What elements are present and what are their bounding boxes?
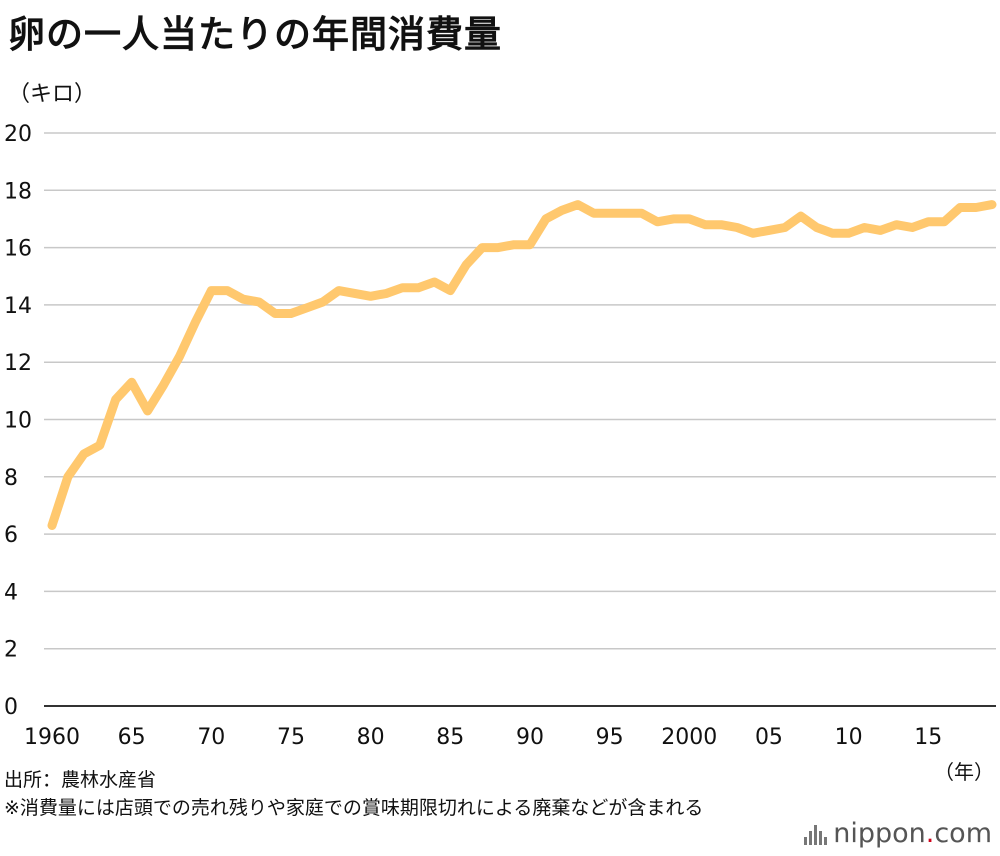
series-group	[47, 200, 997, 530]
y-tick-label-14: 14	[4, 294, 32, 319]
data-point-1966	[147, 410, 149, 412]
x-tick-label-80: 80	[357, 725, 385, 750]
x-tick-label-95: 95	[596, 725, 624, 750]
y-tick-label-10: 10	[4, 409, 32, 434]
data-point-1982	[402, 287, 404, 289]
data-point-2015	[927, 221, 929, 223]
data-point-1987	[481, 247, 483, 249]
x-tick-label-05: 05	[755, 725, 783, 750]
x-tick-label-85: 85	[436, 725, 464, 750]
data-point-2017	[959, 206, 961, 208]
data-point-1978	[338, 290, 340, 292]
y-tick-label-18: 18	[4, 179, 32, 204]
data-point-1983	[417, 287, 419, 289]
source-text: 出所：農林水産省	[4, 769, 157, 791]
logo-dot: .	[925, 818, 935, 849]
data-point-2018	[975, 206, 977, 208]
data-point-2012	[879, 229, 881, 231]
x-tick-labels: 1960 65 70 75 80 85 90 95 2000 05 10 15	[24, 725, 942, 750]
data-point-1981	[386, 292, 388, 294]
data-point-1975	[290, 312, 292, 314]
x-tick-label-10: 10	[835, 725, 863, 750]
data-point-1984	[433, 281, 435, 283]
x-tick-label-65: 65	[118, 725, 146, 750]
data-point-2003	[736, 227, 738, 229]
data-point-1997	[640, 212, 642, 214]
data-point-1979	[354, 292, 356, 294]
data-point-1985	[449, 290, 451, 292]
data-point-2008	[816, 227, 818, 229]
y-axis-unit: （キロ）	[8, 82, 97, 107]
x-axis-unit: （年）	[934, 760, 994, 784]
logo-name: nippon	[833, 818, 926, 849]
data-point-1988	[497, 247, 499, 249]
data-point-1998	[656, 221, 658, 223]
x-tick-label-70: 70	[197, 725, 225, 750]
data-point-1993	[577, 204, 579, 206]
x-tick-label-15: 15	[914, 725, 942, 750]
y-tick-label-0: 0	[4, 695, 18, 720]
data-point-1968	[178, 355, 180, 357]
y-tick-label-2: 2	[4, 638, 18, 663]
data-point-1972	[242, 298, 244, 300]
data-point-2004	[752, 232, 754, 234]
x-tick-label-1960: 1960	[24, 725, 80, 750]
data-point-1992	[561, 209, 563, 211]
data-point-2019	[991, 204, 993, 206]
data-point-1995	[609, 212, 611, 214]
y-tick-label-20: 20	[4, 122, 32, 147]
data-point-2016	[943, 221, 945, 223]
data-point-1976	[306, 307, 308, 309]
data-point-1973	[258, 301, 260, 303]
data-point-1990	[529, 244, 531, 246]
data-point-2010	[848, 232, 850, 234]
series-line-0	[47, 200, 997, 530]
data-point-1964	[115, 398, 117, 400]
data-point-1965	[131, 381, 133, 383]
grid-lines	[44, 132, 996, 707]
data-point-1986	[465, 264, 467, 266]
data-point-1960	[51, 525, 53, 527]
data-point-1994	[593, 212, 595, 214]
data-point-1971	[226, 290, 228, 292]
y-tick-label-4: 4	[4, 580, 18, 605]
note-text: ※消費量には店頭での売れ残りや家庭での賞味期限切れによる廃棄などが含まれる	[4, 797, 704, 819]
data-point-1991	[545, 218, 547, 220]
data-point-1977	[322, 301, 324, 303]
data-point-1980	[370, 295, 372, 297]
data-point-1961	[67, 476, 69, 478]
nippon-logo: nippon. com	[804, 818, 992, 849]
page-title: 卵の一人当たりの年間消費量	[8, 13, 502, 56]
data-point-1996	[625, 212, 627, 214]
data-point-1963	[99, 444, 101, 446]
data-point-2002	[720, 224, 722, 226]
y-tick-label-8: 8	[4, 466, 18, 491]
data-point-1989	[513, 244, 515, 246]
data-point-2001	[704, 224, 706, 226]
data-point-1974	[274, 312, 276, 314]
y-tick-label-6: 6	[4, 523, 18, 548]
data-point-2007	[800, 215, 802, 217]
data-point-2005	[768, 229, 770, 231]
data-point-1967	[163, 384, 165, 386]
data-point-1970	[210, 290, 212, 292]
y-tick-label-16: 16	[4, 237, 32, 262]
data-point-2013	[895, 224, 897, 226]
data-point-1999	[672, 218, 674, 220]
data-point-1969	[194, 321, 196, 323]
y-tick-label-12: 12	[4, 351, 32, 376]
data-point-2000	[688, 218, 690, 220]
data-point-2006	[784, 227, 786, 229]
bars-icon	[804, 823, 828, 845]
data-point-2009	[832, 232, 834, 234]
data-point-2011	[864, 227, 866, 229]
y-tick-labels: 0 2 4 6 8 10 12 14 16 18 20	[4, 122, 32, 720]
logo-suffix: com	[934, 818, 992, 849]
data-point-2014	[911, 227, 913, 229]
x-tick-label-90: 90	[516, 725, 544, 750]
data-point-1962	[83, 453, 85, 455]
x-tick-label-2000: 2000	[661, 725, 717, 750]
x-tick-label-75: 75	[277, 725, 305, 750]
